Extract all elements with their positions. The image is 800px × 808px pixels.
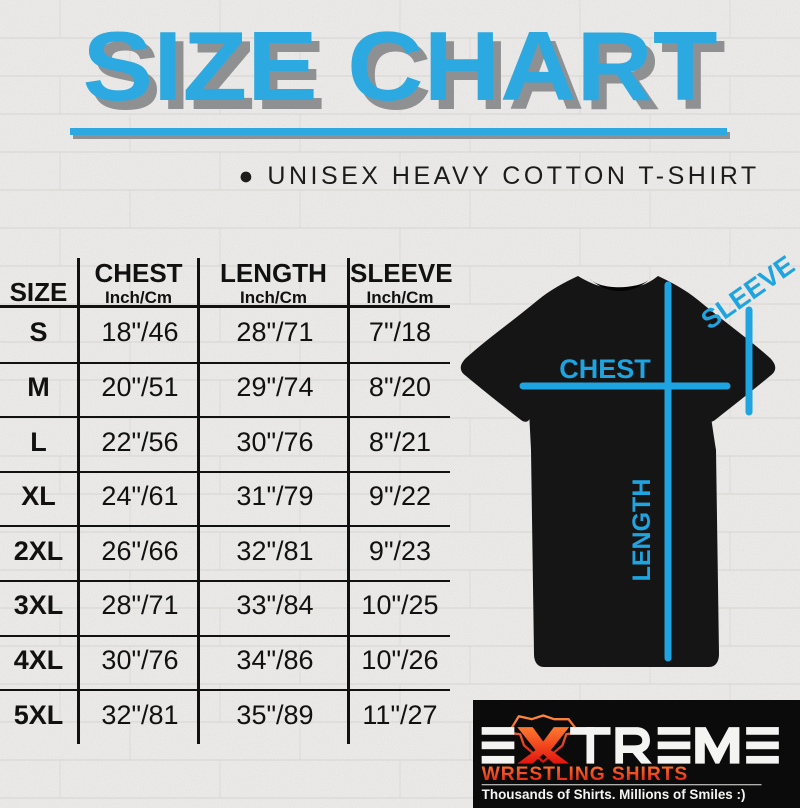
- svg-text:WRESTLING SHIRTS: WRESTLING SHIRTS: [482, 764, 689, 785]
- svg-text:CHEST: CHEST: [559, 354, 651, 384]
- svg-text:LENGTH: LENGTH: [628, 479, 656, 582]
- svg-text:Thousands of Shirts. Millions: Thousands of Shirts. Millions of Smiles …: [482, 787, 746, 802]
